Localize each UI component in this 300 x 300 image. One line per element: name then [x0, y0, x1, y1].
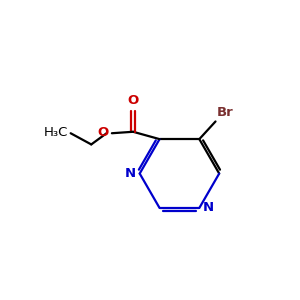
Text: N: N: [203, 202, 214, 214]
Text: N: N: [125, 167, 136, 180]
Text: O: O: [98, 126, 109, 139]
Text: Br: Br: [217, 106, 234, 119]
Text: H₃C: H₃C: [43, 126, 68, 139]
Text: O: O: [128, 94, 139, 107]
